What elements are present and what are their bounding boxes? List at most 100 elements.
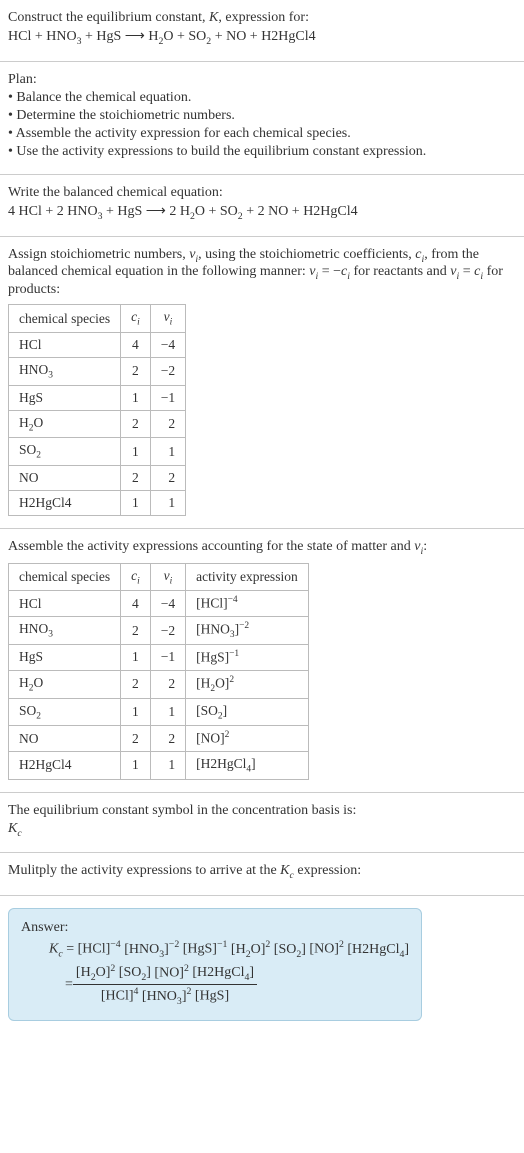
table-row: chemical species ci νi <box>9 305 186 333</box>
th-ci-i: i <box>137 576 140 586</box>
activity-intro: Assemble the activity expressions accoun… <box>8 539 516 557</box>
answer-fraction: [H2O]2 [SO2] [NO]2 [H2HgCl4] [HCl]4 [HNO… <box>73 963 257 1007</box>
table-row: NO22 <box>9 465 186 490</box>
cell-species: HNO3 <box>9 357 121 385</box>
table-row: H2HgCl411[H2HgCl4] <box>9 751 309 779</box>
activity-section: Assemble the activity expressions accoun… <box>0 529 524 793</box>
answer-box: Answer: Kc = [HCl]−4 [HNO3]−2 [HgS]−1 [H… <box>8 908 422 1020</box>
th-act: activity expression <box>186 563 309 591</box>
eq-part2: + HgS ⟶ H <box>81 29 158 44</box>
a-e1: −4 <box>110 939 120 950</box>
intro-K: K <box>209 10 218 25</box>
th-species: chemical species <box>9 563 121 591</box>
plan-section: Plan: • Balance the chemical equation. •… <box>0 62 524 175</box>
act-i1: Assemble the activity expressions accoun… <box>8 539 414 554</box>
cell-ci: 4 <box>121 591 151 617</box>
stoich-table: chemical species ci νi HCl4−4 HNO32−2 Hg… <box>8 304 186 516</box>
table-row: H2O22 <box>9 410 186 438</box>
answer-denominator: [HCl]4 [HNO3]2 [HgS] <box>73 985 257 1006</box>
table-row: HNO32−2 <box>9 357 186 385</box>
cell-nui: 1 <box>150 751 185 779</box>
stoich-intro: Assign stoichiometric numbers, νi, using… <box>8 247 516 299</box>
st-rel3: = <box>459 264 474 279</box>
cell-species: HgS <box>9 385 121 410</box>
th-ci: ci <box>121 305 151 333</box>
symbol-line1: The equilibrium constant symbol in the c… <box>8 803 516 819</box>
act-exp: 2 <box>225 730 230 740</box>
a-t3: [HgS] <box>183 942 217 957</box>
plan-b3: • Assemble the activity expression for e… <box>8 126 516 142</box>
cell-ci: 2 <box>121 465 151 490</box>
bal-part1: 4 HCl + 2 HNO <box>8 204 98 219</box>
n-e1: 2 <box>110 963 115 974</box>
act-base: [HgS] <box>196 650 229 665</box>
d-t1: [HCl] <box>101 989 134 1004</box>
a-t2: [HNO3] <box>124 942 169 957</box>
cell-ci: 2 <box>121 726 151 752</box>
answer-section: Answer: Kc = [HCl]−4 [HNO3]−2 [HgS]−1 [H… <box>0 896 524 1032</box>
cell-nui: 1 <box>150 698 185 726</box>
intro-section: Construct the equilibrium constant, K, e… <box>0 0 524 62</box>
plan-b2: • Determine the stoichiometric numbers. <box>8 108 516 124</box>
eq-part4: + NO + H2HgCl4 <box>211 29 315 44</box>
st-rel2: for reactants and <box>350 264 450 279</box>
cell-nui: 2 <box>150 726 185 752</box>
th-nui: νi <box>150 305 185 333</box>
table-row: H2HgCl411 <box>9 490 186 515</box>
cell-species: NO <box>9 726 121 752</box>
answer-label: Answer: <box>21 920 409 936</box>
cell-act: [NO]2 <box>186 726 309 752</box>
intro-equation: HCl + HNO3 + HgS ⟶ H2O + SO2 + NO + H2Hg… <box>8 28 516 47</box>
bal-part4: + 2 NO + H2HgCl4 <box>243 204 358 219</box>
mul-i1: Mulitply the activity expressions to arr… <box>8 863 280 878</box>
cell-ci: 2 <box>121 357 151 385</box>
st-i1: Assign stoichiometric numbers, <box>8 247 189 262</box>
act-base: [HCl] <box>196 596 228 611</box>
symbol-section: The equilibrium constant symbol in the c… <box>0 793 524 854</box>
th-nui-i: i <box>170 576 173 586</box>
cell-ci: 1 <box>121 645 151 671</box>
a-e3: −1 <box>217 939 227 950</box>
cell-species: HCl <box>9 332 121 357</box>
intro-line1: Construct the equilibrium constant, K, e… <box>8 10 516 26</box>
cell-act: [HNO3]−2 <box>186 616 309 644</box>
ans-K: K <box>49 942 58 957</box>
table-row: HNO32−2[HNO3]−2 <box>9 616 309 644</box>
act-i2: : <box>423 539 427 554</box>
cell-nui: −4 <box>150 332 185 357</box>
cell-nui: −1 <box>150 385 185 410</box>
cell-ci: 1 <box>121 438 151 466</box>
eq-part1: HCl + HNO <box>8 29 77 44</box>
cell-ci: 1 <box>121 698 151 726</box>
table-row: HgS1−1[HgS]−1 <box>9 645 309 671</box>
cell-ci: 2 <box>121 616 151 644</box>
multiply-section: Mulitply the activity expressions to arr… <box>0 853 524 896</box>
cell-species: HCl <box>9 591 121 617</box>
cell-species: HNO3 <box>9 616 121 644</box>
bal-part3: O + SO <box>195 204 238 219</box>
intro-text1: Construct the equilibrium constant, <box>8 10 209 25</box>
a-t5: [SO2] <box>274 942 306 957</box>
n-t4: [H2HgCl4] <box>192 965 254 980</box>
th-species: chemical species <box>9 305 121 333</box>
cell-nui: −4 <box>150 591 185 617</box>
plan-b4: • Use the activity expressions to build … <box>8 144 516 160</box>
d-e2: 2 <box>187 986 192 997</box>
n-t1: [H2O] <box>76 965 110 980</box>
th-nui-i: i <box>170 318 173 328</box>
act-exp: 2 <box>229 675 234 685</box>
cell-nui: −2 <box>150 357 185 385</box>
cell-ci: 2 <box>121 410 151 438</box>
cell-nui: 2 <box>150 410 185 438</box>
ans-eq: = <box>63 942 78 957</box>
plan-b1: • Balance the chemical equation. <box>8 90 516 106</box>
table-row: SO211[SO2] <box>9 698 309 726</box>
mul-K: K <box>280 863 289 878</box>
a-t6: [NO] <box>309 942 339 957</box>
a-e2: −2 <box>169 939 179 950</box>
cell-species: H2O <box>9 410 121 438</box>
balanced-section: Write the balanced chemical equation: 4 … <box>0 175 524 237</box>
cell-species: H2O <box>9 670 121 698</box>
answer-numerator: [H2O]2 [SO2] [NO]2 [H2HgCl4] <box>73 963 257 985</box>
cell-act: [H2O]2 <box>186 670 309 698</box>
